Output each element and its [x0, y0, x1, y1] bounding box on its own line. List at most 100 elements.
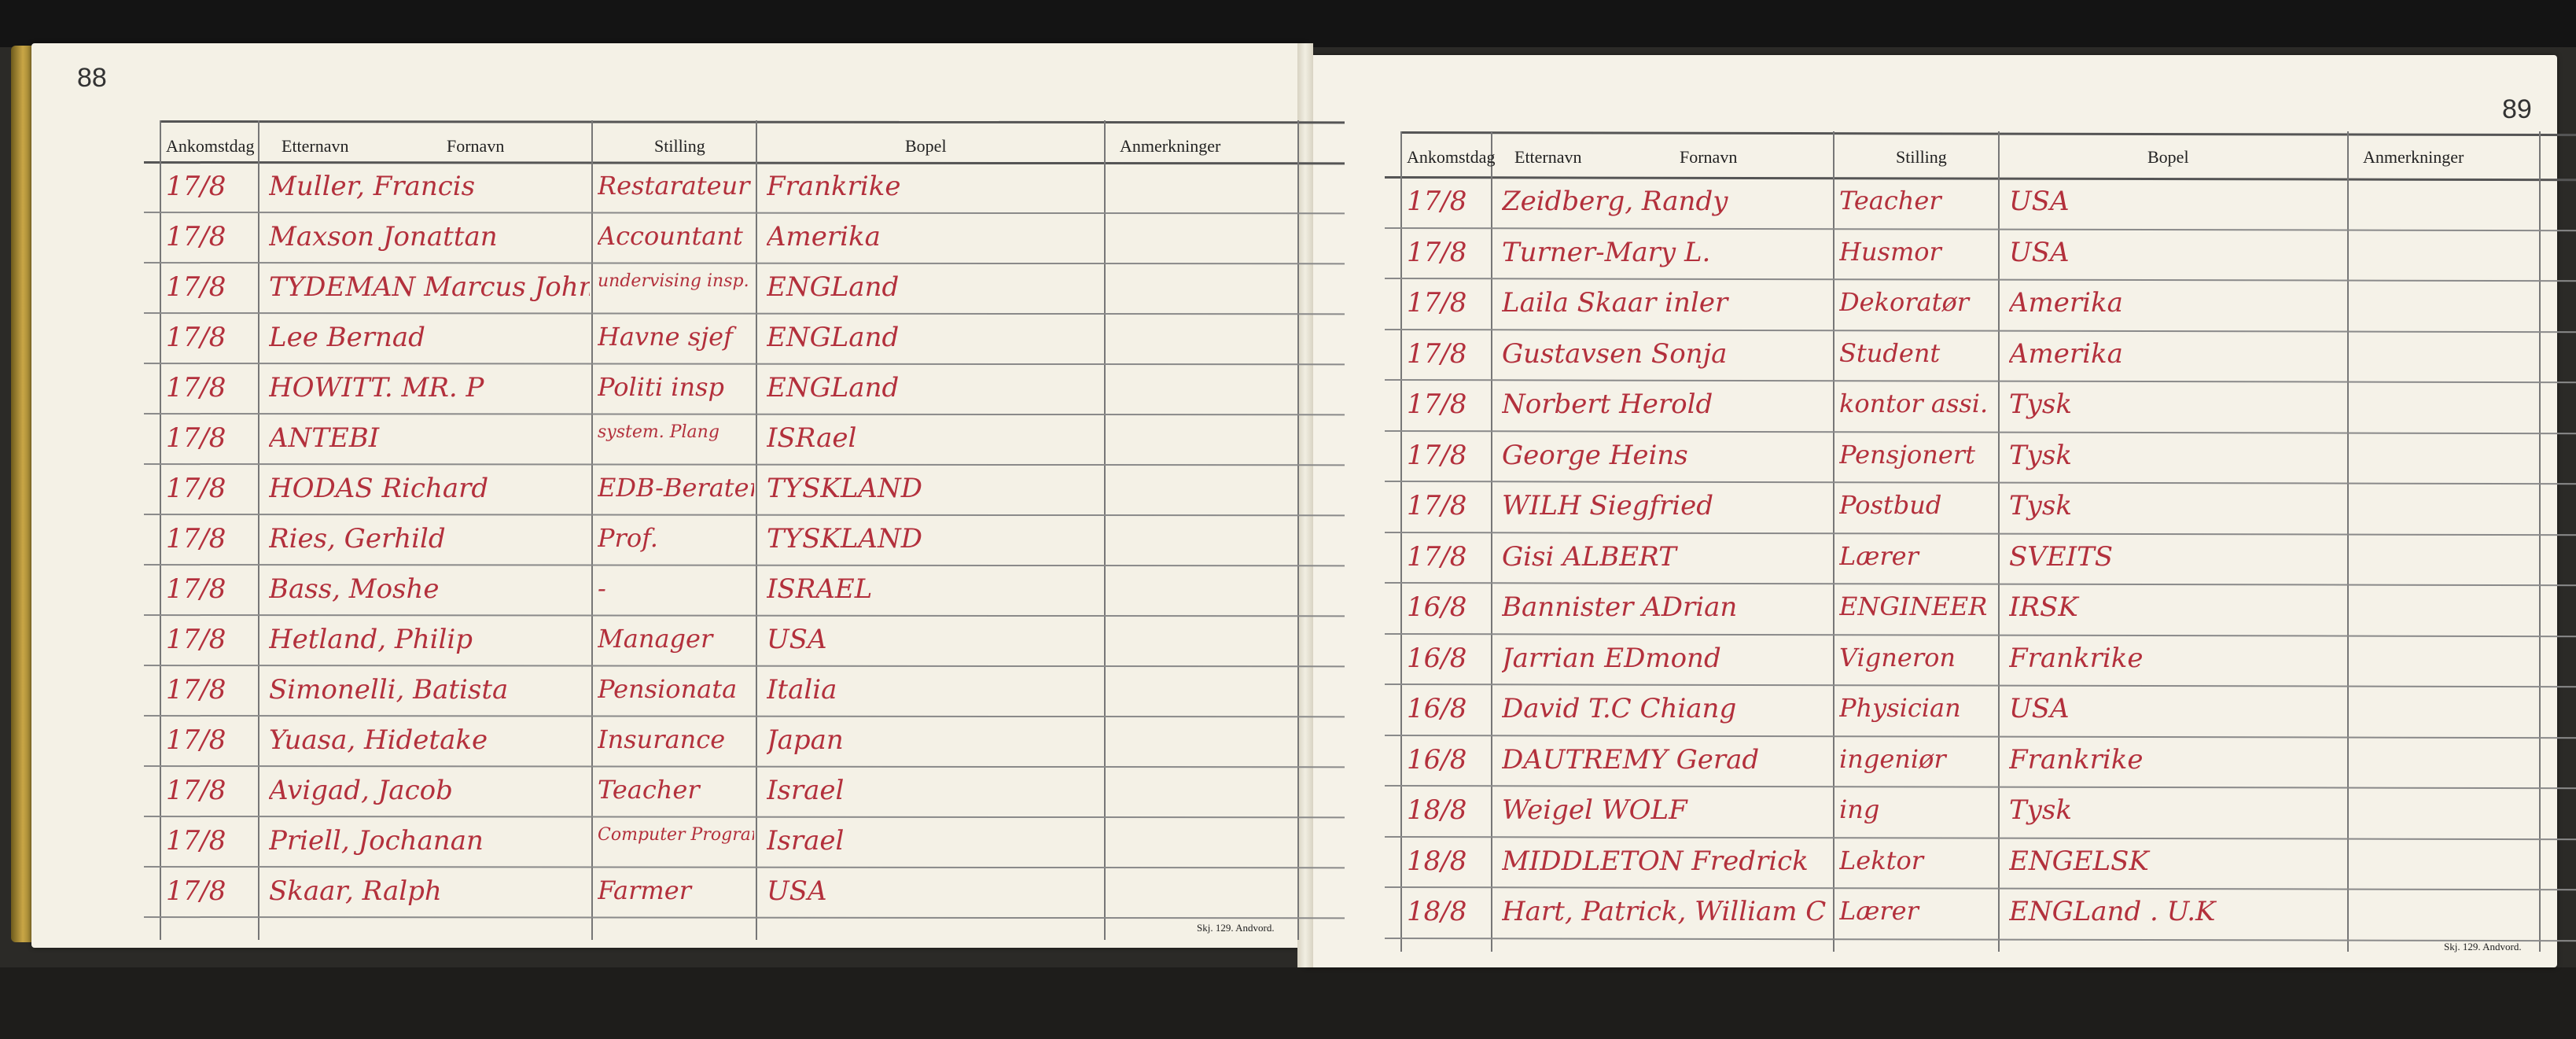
occupation: Lærer	[1839, 540, 1919, 571]
arrival-date: 17/8	[1407, 337, 1467, 370]
column-header: Bopel	[905, 136, 947, 156]
column-divider	[2347, 131, 2349, 952]
residence: USA	[2009, 236, 2070, 268]
occupation: ingeniør	[1839, 743, 1946, 774]
guest-name: Laila Skaar inler	[1502, 287, 1728, 319]
residence: USA	[2009, 186, 2070, 217]
column-divider	[1833, 131, 1834, 952]
guest-name: Muller, Francis	[269, 171, 476, 202]
column-divider	[160, 120, 161, 940]
column-divider	[258, 120, 259, 940]
residence: USA	[767, 624, 827, 655]
column-divider	[756, 120, 757, 940]
residence: Israel	[767, 825, 845, 857]
arrival-date: 17/8	[1407, 287, 1467, 319]
residence: ENGLand	[767, 322, 900, 353]
guest-name: HOWITT. MR. P	[269, 372, 484, 403]
arrival-date: 18/8	[1407, 845, 1467, 877]
occupation: Postbud	[1839, 490, 1942, 520]
residence: USA	[767, 875, 827, 907]
arrival-date: 17/8	[166, 775, 226, 806]
guest-name: Ries, Gerhild	[269, 523, 446, 555]
residence: Frankrike	[767, 171, 901, 202]
residence: Israel	[767, 775, 845, 806]
residence: SVEITS	[2009, 540, 2114, 573]
residence: Amerika	[2009, 287, 2123, 319]
column-divider	[1297, 120, 1299, 940]
guest-name: Bannister ADrian	[1502, 591, 1738, 623]
residence: ENGLand	[767, 271, 900, 303]
occupation: Student	[1839, 337, 1941, 368]
occupation: Computer Programmer	[598, 825, 754, 845]
arrival-date: 17/8	[166, 372, 226, 403]
occupation: Physician	[1839, 693, 1961, 723]
occupation: Insurance	[598, 724, 726, 754]
column-header: Ankomstdag	[1407, 147, 1496, 167]
column-divider	[1998, 131, 2000, 952]
guest-name: Bass, Moshe	[269, 573, 440, 605]
column-header: Bopel	[2147, 147, 2189, 167]
column-header: Fornavn	[447, 136, 505, 156]
occupation: system. Plang	[598, 422, 719, 442]
guest-name: TYDEMAN Marcus John	[269, 271, 590, 303]
arrival-date: 17/8	[166, 624, 226, 655]
column-divider	[591, 120, 593, 940]
occupation: Vigneron	[1839, 642, 1956, 672]
arrival-date: 17/8	[166, 171, 226, 202]
column-header: Stilling	[654, 136, 705, 156]
residence: ISRael	[767, 422, 857, 454]
guest-name: Hetland, Philip	[269, 624, 473, 655]
residence: Frankrike	[2009, 642, 2144, 674]
arrival-date: 17/8	[1407, 439, 1467, 471]
occupation: Farmer	[598, 875, 691, 905]
occupation: Prof.	[598, 523, 658, 553]
arrival-date: 17/8	[166, 221, 226, 252]
residence: Tysk	[2009, 439, 2072, 471]
guest-name: Gustavsen Sonja	[1502, 337, 1728, 370]
residence: IRSK	[2009, 591, 2078, 623]
arrival-date: 17/8	[1407, 186, 1467, 217]
arrival-date: 17/8	[166, 473, 226, 504]
arrival-date: 17/8	[1407, 236, 1467, 268]
arrival-date: 18/8	[1407, 794, 1467, 826]
column-header: Stilling	[1896, 147, 1947, 167]
column-divider	[1104, 120, 1106, 940]
occupation: -	[598, 573, 606, 603]
arrival-date: 17/8	[1407, 389, 1467, 420]
occupation: Teacher	[1839, 186, 1941, 216]
guest-name: HODAS Richard	[269, 473, 489, 504]
occupation: Restaratеur	[598, 171, 750, 201]
guest-name: MIDDLETON Fredrick	[1502, 845, 1809, 877]
residence: TYSKLAND	[767, 523, 922, 555]
occupation: Politi insp	[598, 372, 724, 402]
guest-name: George Heins	[1502, 439, 1688, 471]
guest-name: Gisi ALBERT	[1502, 540, 1676, 573]
arrival-date: 18/8	[1407, 896, 1467, 927]
left-page-number: 88	[77, 63, 107, 93]
guest-name: Simonelli, Batista	[269, 674, 509, 706]
column-header: Anmerkninger	[1120, 136, 1221, 156]
residence: Tysk	[2009, 490, 2072, 521]
occupation: Pensionata	[598, 674, 738, 704]
guest-name: Turner-Mary L.	[1502, 236, 1711, 268]
guest-name: Priell, Jochanan	[269, 825, 484, 857]
arrival-date: 17/8	[166, 724, 226, 756]
arrival-date: 17/8	[1407, 540, 1467, 573]
book-spine	[1297, 43, 1313, 967]
occupation: ENGINEER	[1839, 591, 1988, 621]
arrival-date: 16/8	[1407, 743, 1467, 776]
column-header: Etternavn	[1514, 147, 1582, 167]
right-form-footer: Skj. 129. Andvord.	[2444, 941, 2522, 952]
occupation: kontor assi.	[1839, 389, 1989, 418]
residence: Tysk	[2009, 389, 2072, 420]
column-divider	[1491, 131, 1492, 952]
guest-name: WILH Siegfried	[1502, 490, 1714, 521]
guest-name: Hart, Patrick, William C	[1502, 896, 1827, 927]
arrival-date: 17/8	[166, 875, 226, 907]
right-page-number: 89	[2502, 94, 2532, 124]
occupation: Pensjonert	[1839, 439, 1975, 470]
scanner-background-top	[0, 0, 2576, 47]
occupation: Manager	[598, 624, 713, 654]
residence: USA	[2009, 693, 2070, 724]
residence: Amerika	[767, 221, 881, 252]
